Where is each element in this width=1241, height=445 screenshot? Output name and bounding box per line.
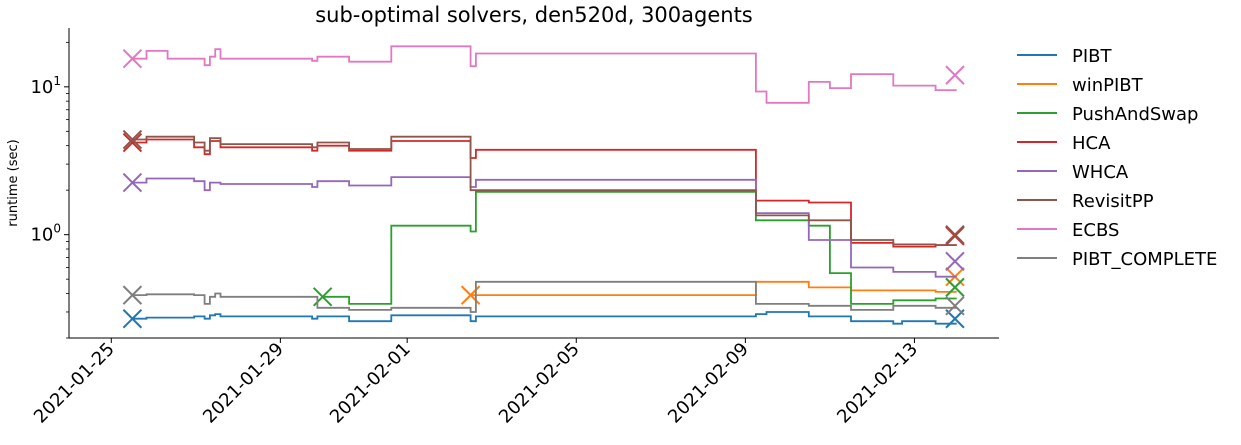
- legend-label: PIBT: [1072, 46, 1113, 67]
- end-marker: [945, 296, 965, 316]
- series-line: [132, 311, 957, 325]
- series-revisitpp: [122, 129, 965, 246]
- legend-label: PushAndSwap: [1072, 104, 1198, 125]
- legend-item: winPIBT: [1017, 75, 1144, 96]
- end-marker: [945, 277, 965, 298]
- series-line: [132, 45, 957, 104]
- legend-item: HCA: [1017, 133, 1111, 154]
- end-marker: [945, 251, 965, 272]
- end-marker: [945, 224, 965, 245]
- legend-item: PushAndSwap: [1017, 104, 1198, 125]
- series-pibt: [122, 309, 965, 329]
- legend-label: winPIBT: [1072, 75, 1144, 96]
- start-marker: [122, 172, 143, 193]
- plot-area: [122, 45, 965, 329]
- series-ecbs: [122, 45, 965, 104]
- legend-label: WHCA: [1072, 162, 1129, 183]
- series-line: [470, 280, 957, 296]
- legend-label: HCA: [1072, 133, 1111, 154]
- end-marker: [945, 65, 965, 85]
- y-tick-label: 100: [30, 222, 61, 246]
- start-marker: [122, 129, 143, 150]
- y-tick-label: 101: [30, 74, 61, 98]
- x-axis: 2021-01-25 2021-01-29 2021-02-01 2021-02-05…: [30, 337, 999, 428]
- series-line: [322, 190, 957, 305]
- y-axis-label: runtime (sec): [6, 139, 21, 226]
- y-axis: 100 101: [30, 28, 70, 339]
- series-line: [132, 138, 957, 248]
- series-line: [132, 176, 957, 278]
- x-tick-label: 2021-01-29: [199, 339, 288, 428]
- series-line: [132, 135, 957, 246]
- legend-label: ECBS: [1072, 220, 1119, 241]
- start-marker: [122, 285, 143, 305]
- legend: PIBT winPIBT PushAndSwap HCA WHCA RevisitPP EC…: [1017, 46, 1217, 270]
- legend-item: RevisitPP: [1017, 191, 1154, 212]
- series-line: [132, 280, 957, 313]
- start-marker: [122, 309, 143, 329]
- series-whca: [122, 172, 965, 278]
- start-marker: [122, 132, 143, 153]
- legend-item: WHCA: [1017, 162, 1129, 183]
- legend-item: PIBT: [1017, 46, 1113, 67]
- x-tick-label: 2021-02-01: [326, 339, 415, 428]
- legend-item: PIBT_COMPLETE: [1017, 249, 1217, 270]
- series-winpibt: [460, 266, 965, 305]
- legend-label: PIBT_COMPLETE: [1072, 249, 1217, 270]
- start-marker: [122, 48, 143, 69]
- x-tick-label: 2021-02-05: [495, 339, 584, 428]
- x-tick-label: 2021-02-09: [664, 339, 753, 428]
- series-pushandswap: [312, 190, 965, 307]
- x-tick-label: 2021-01-25: [30, 339, 119, 428]
- legend-item: ECBS: [1017, 220, 1119, 241]
- x-tick-label: 2021-02-13: [833, 339, 922, 428]
- series-pibt-complete: [122, 280, 965, 316]
- chart-title: sub-optimal solvers, den520d, 300agents: [315, 3, 753, 27]
- legend-label: RevisitPP: [1072, 191, 1154, 212]
